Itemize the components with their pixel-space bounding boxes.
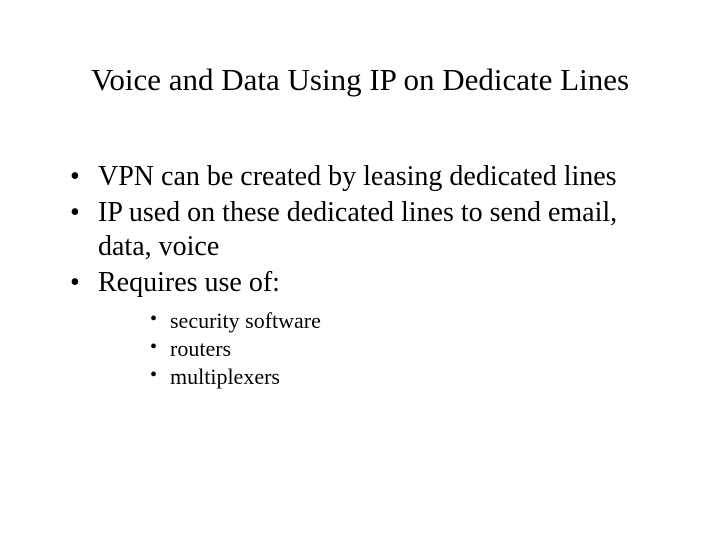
bullet-text: VPN can be created by leasing dedicated … [98,161,617,192]
sub-bullet-item: multiplexers [150,363,660,391]
bullet-item: Requires use of: security software route… [70,266,660,391]
bullet-item: VPN can be created by leasing dedicated … [70,160,660,194]
bullet-text: Requires use of: [98,267,280,298]
slide: Voice and Data Using IP on Dedicate Line… [0,0,720,540]
sub-bullet-text: routers [170,336,231,361]
bullet-text: IP used on these dedicated lines to send… [98,197,617,262]
sub-bullet-item: security software [150,307,660,335]
sub-bullet-item: routers [150,335,660,363]
slide-title: Voice and Data Using IP on Dedicate Line… [0,62,720,98]
sub-bullet-text: security software [170,308,321,333]
sub-bullet-list: security software routers multiplexers [98,307,660,391]
bullet-item: IP used on these dedicated lines to send… [70,196,660,264]
sub-bullet-text: multiplexers [170,364,280,389]
bullet-list: VPN can be created by leasing dedicated … [70,160,660,391]
slide-body: VPN can be created by leasing dedicated … [70,160,660,393]
